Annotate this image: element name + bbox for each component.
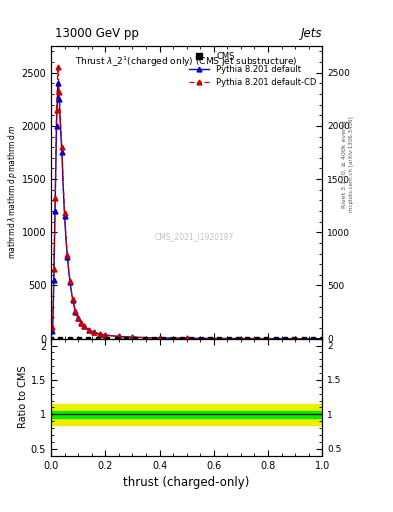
Text: Jets: Jets: [301, 27, 322, 40]
Text: CMS_2021_I1920187: CMS_2021_I1920187: [155, 232, 235, 241]
Y-axis label: $\mathrm{mathrm\,d}^2\!\mathrm{N}$
$\mathrm{mathrm\,d}\,\lambda\,\mathrm{mathrm\: $\mathrm{mathrm\,d}^2\!\mathrm{N}$ $\mat…: [0, 125, 19, 260]
X-axis label: thrust (charged-only): thrust (charged-only): [123, 476, 250, 489]
Legend: CMS, Pythia 8.201 default, Pythia 8.201 default-CD: CMS, Pythia 8.201 default, Pythia 8.201 …: [185, 49, 320, 91]
Text: 13000 GeV pp: 13000 GeV pp: [55, 27, 139, 40]
Y-axis label: Ratio to CMS: Ratio to CMS: [18, 366, 28, 429]
Text: Rivet 3.1.10, ≥ 400k events: Rivet 3.1.10, ≥ 400k events: [342, 120, 346, 208]
Text: Thrust $\lambda\_2^1$(charged only) (CMS jet substructure): Thrust $\lambda\_2^1$(charged only) (CMS…: [75, 55, 298, 69]
Text: mcplots.cern.ch [arXiv:1306.3436]: mcplots.cern.ch [arXiv:1306.3436]: [349, 116, 354, 211]
